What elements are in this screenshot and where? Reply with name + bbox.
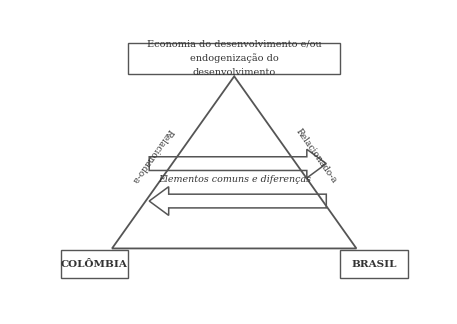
Text: BRASIL: BRASIL [351, 260, 397, 269]
FancyBboxPatch shape [340, 250, 408, 278]
FancyBboxPatch shape [128, 43, 340, 74]
FancyBboxPatch shape [61, 250, 128, 278]
Text: Economia do desenvolvimento e/ou
endogenização do
desenvolvimento: Economia do desenvolvimento e/ou endogen… [147, 40, 322, 76]
Text: Elementos comuns e diferenças: Elementos comuns e diferenças [158, 175, 311, 184]
Text: Relacionado-a: Relacionado-a [294, 127, 339, 185]
Text: Relacionado-a: Relacionado-a [130, 127, 174, 185]
Text: COLÔMBIA: COLÔMBIA [61, 260, 128, 269]
